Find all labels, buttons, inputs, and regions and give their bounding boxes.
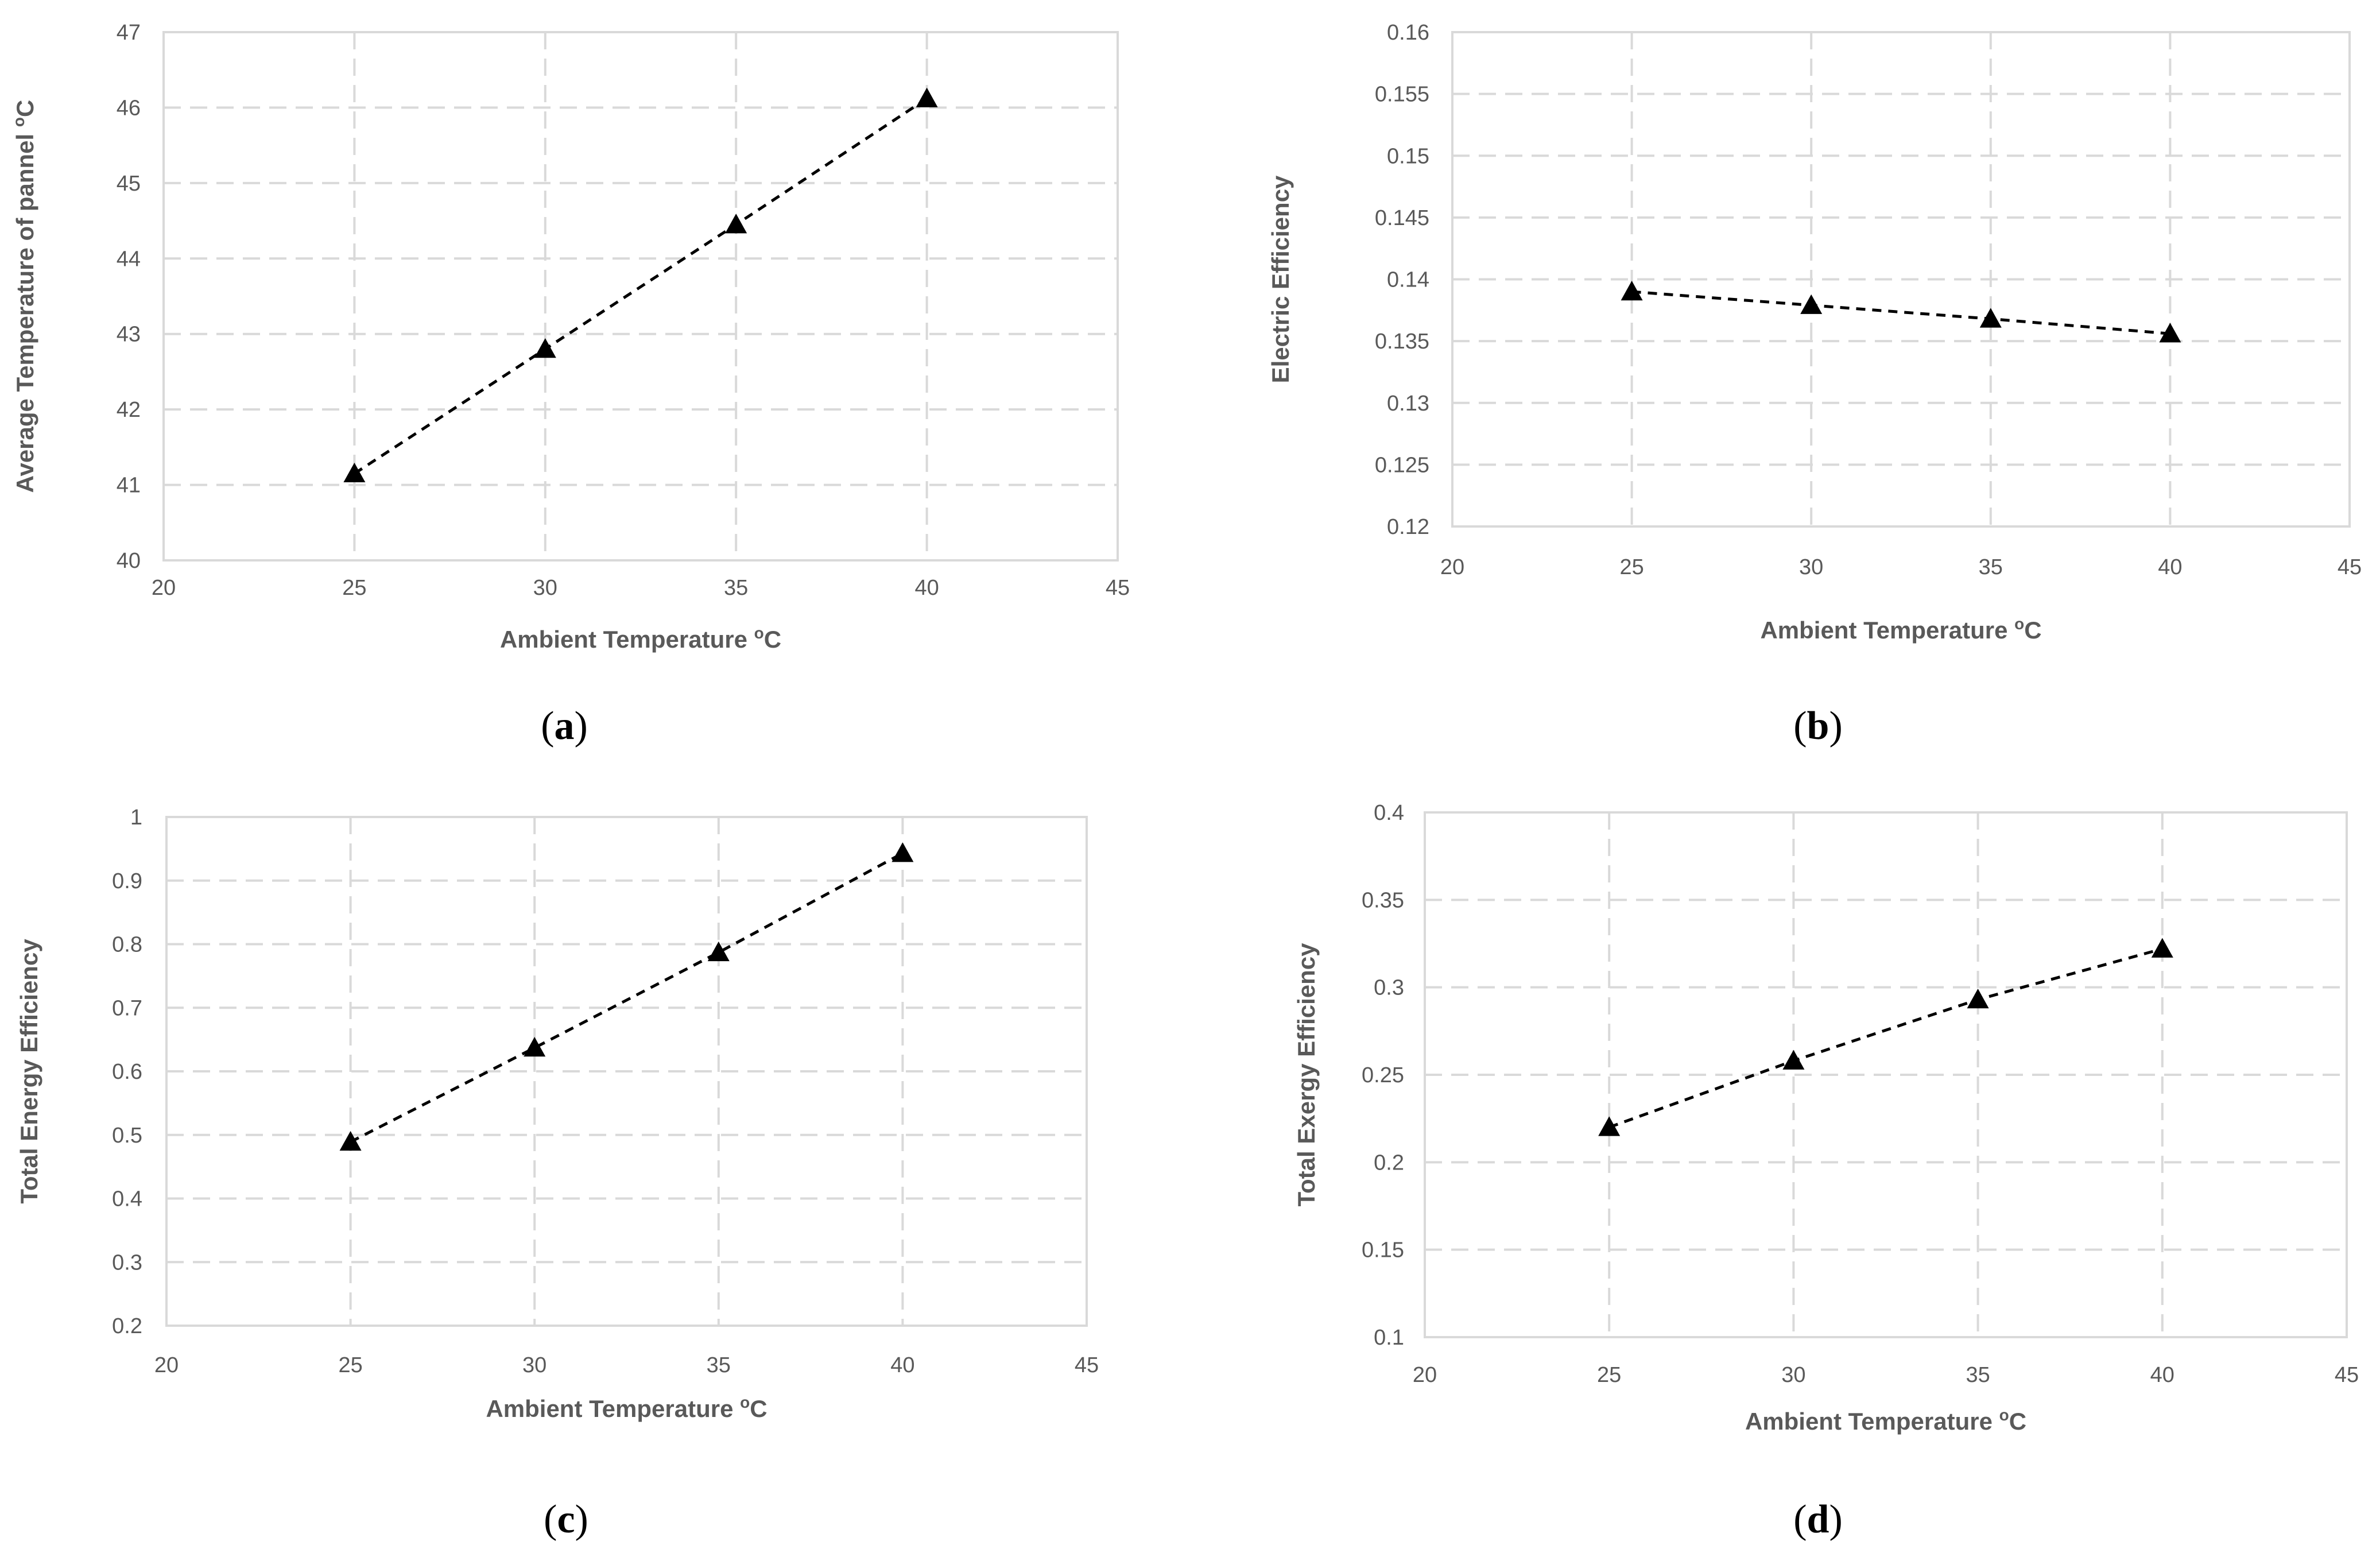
plot-area-frame xyxy=(1451,31,2351,528)
x-tick-label: 45 xyxy=(1075,1353,1099,1377)
plot-area-frame xyxy=(165,816,1088,1327)
series-line xyxy=(1608,947,2163,1129)
y-tick-label: 0.1 xyxy=(1374,1326,1404,1350)
data-point-marker xyxy=(1800,294,1823,314)
x-tick-label: 35 xyxy=(724,576,748,600)
y-tick-label: 42 xyxy=(117,398,141,422)
x-tick-label: 30 xyxy=(522,1353,546,1377)
plot-area-frame xyxy=(162,31,1119,562)
data-point-marker xyxy=(339,1130,362,1151)
x-tick-label: 40 xyxy=(2158,555,2182,579)
y-tick-label: 0.16 xyxy=(1387,21,1429,45)
data-point-marker xyxy=(2159,323,2181,343)
x-tick-label: 40 xyxy=(914,576,939,600)
y-tick-label: 43 xyxy=(117,323,141,347)
x-tick-label: 35 xyxy=(1979,555,2003,579)
x-axis-title: Ambient Temperature oC xyxy=(486,1393,767,1422)
data-point-marker xyxy=(2151,938,2173,958)
panel-label-b: (b) xyxy=(1793,704,1843,748)
x-tick-label: 30 xyxy=(1799,555,1823,579)
y-tick-label: 0.9 xyxy=(112,869,142,893)
data-point-marker xyxy=(524,1037,546,1057)
data-point-marker xyxy=(707,941,730,962)
y-tick-label: 0.3 xyxy=(112,1250,142,1275)
x-tick-label: 35 xyxy=(1966,1363,1990,1387)
x-tick-label: 20 xyxy=(154,1353,179,1377)
y-tick-label: 40 xyxy=(117,549,141,573)
data-point-marker xyxy=(1782,1050,1805,1070)
y-tick-label: 0.2 xyxy=(112,1314,142,1338)
y-tick-label: 0.35 xyxy=(1362,888,1404,912)
data-point-marker xyxy=(1979,308,2002,328)
y-tick-label: 0.14 xyxy=(1387,268,1429,292)
y-axis-title: Electric Efficiency xyxy=(1267,175,1294,383)
y-tick-label: 45 xyxy=(117,172,141,196)
x-tick-label: 40 xyxy=(2150,1363,2174,1387)
y-tick-label: 44 xyxy=(117,247,141,271)
y-tick-label: 46 xyxy=(117,96,141,120)
y-tick-label: 0.125 xyxy=(1375,453,1429,477)
data-point-marker xyxy=(534,338,556,358)
x-tick-label: 30 xyxy=(533,576,557,600)
y-tick-label: 0.135 xyxy=(1375,330,1429,354)
series-line xyxy=(354,97,928,475)
x-tick-label: 30 xyxy=(1781,1363,1805,1387)
y-tick-label: 1 xyxy=(130,806,142,830)
x-tick-label: 35 xyxy=(707,1353,731,1377)
y-tick-label: 0.155 xyxy=(1375,83,1429,107)
data-point-marker xyxy=(916,87,938,107)
y-tick-label: 0.13 xyxy=(1387,392,1429,416)
y-tick-label: 0.15 xyxy=(1387,144,1429,168)
y-tick-label: 0.2 xyxy=(1374,1151,1404,1175)
x-axis-title: Ambient Temperature oC xyxy=(1745,1406,2026,1435)
panel-label-d: (d) xyxy=(1793,1497,1843,1542)
y-tick-label: 0.15 xyxy=(1362,1238,1404,1263)
y-axis-title: Average Temperature of pannel oC xyxy=(10,100,38,493)
y-tick-label: 41 xyxy=(117,474,141,498)
y-axis-title: Total Exergy Efficiency xyxy=(1293,943,1320,1207)
x-tick-label: 20 xyxy=(152,576,176,600)
x-tick-label: 40 xyxy=(890,1353,914,1377)
x-tick-label: 25 xyxy=(1619,555,1643,579)
x-axis-title: Ambient Temperature oC xyxy=(500,624,781,653)
y-tick-label: 0.8 xyxy=(112,933,142,957)
x-tick-label: 45 xyxy=(2335,1363,2359,1387)
y-tick-label: 0.6 xyxy=(112,1060,142,1084)
data-point-marker xyxy=(1598,1116,1621,1136)
x-tick-label: 25 xyxy=(1597,1363,1621,1387)
data-point-marker xyxy=(1621,281,1643,301)
x-tick-label: 20 xyxy=(1413,1363,1437,1387)
y-tick-label: 0.4 xyxy=(112,1187,142,1211)
chart-panel-d: 20 25 30 35 40 45 0.1 0.15 0.2 0.25 0.3 0.35 0.4 Ambi… xyxy=(1293,801,2359,1435)
chart-panel-a: 20 25 30 35 40 45 40 41 42 43 44 45 46 47 Ambient Temp… xyxy=(10,21,1130,653)
data-point-marker xyxy=(891,842,914,862)
y-tick-label: 0.5 xyxy=(112,1124,142,1148)
y-tick-label: 0.25 xyxy=(1362,1063,1404,1087)
series-line xyxy=(350,851,904,1144)
chart-panel-b: 20 25 30 35 40 45 0.12 0.125 0.13 0.135 0.14 0.145 0… xyxy=(1267,21,2362,644)
y-tick-label: 47 xyxy=(117,21,141,45)
panel-label-a: (a) xyxy=(541,704,588,748)
panel-label-c: (c) xyxy=(544,1497,588,1542)
x-tick-label: 45 xyxy=(1106,576,1130,600)
x-tick-label: 25 xyxy=(342,576,366,600)
data-point-marker xyxy=(725,214,747,234)
y-tick-label: 0.145 xyxy=(1375,206,1429,230)
x-tick-label: 20 xyxy=(1440,555,1464,579)
x-tick-label: 25 xyxy=(338,1353,362,1377)
series-line xyxy=(1631,290,2170,335)
y-tick-label: 0.7 xyxy=(112,996,142,1020)
y-axis-title: Total Energy Efficiency xyxy=(15,939,42,1204)
data-point-marker xyxy=(1967,988,1989,1009)
y-tick-label: 0.4 xyxy=(1374,801,1404,825)
data-point-marker xyxy=(343,462,366,483)
y-tick-label: 0.3 xyxy=(1374,976,1404,1000)
plot-area-frame xyxy=(1424,811,2348,1338)
chart-panel-c: 20 25 30 35 40 45 0.2 0.3 0.4 0.5 0.6 0.7 0.8 0.9 1 Amb… xyxy=(15,806,1099,1422)
x-tick-label: 45 xyxy=(2338,555,2362,579)
x-axis-title: Ambient Temperature oC xyxy=(1760,615,2041,644)
y-tick-label: 0.12 xyxy=(1387,515,1429,539)
